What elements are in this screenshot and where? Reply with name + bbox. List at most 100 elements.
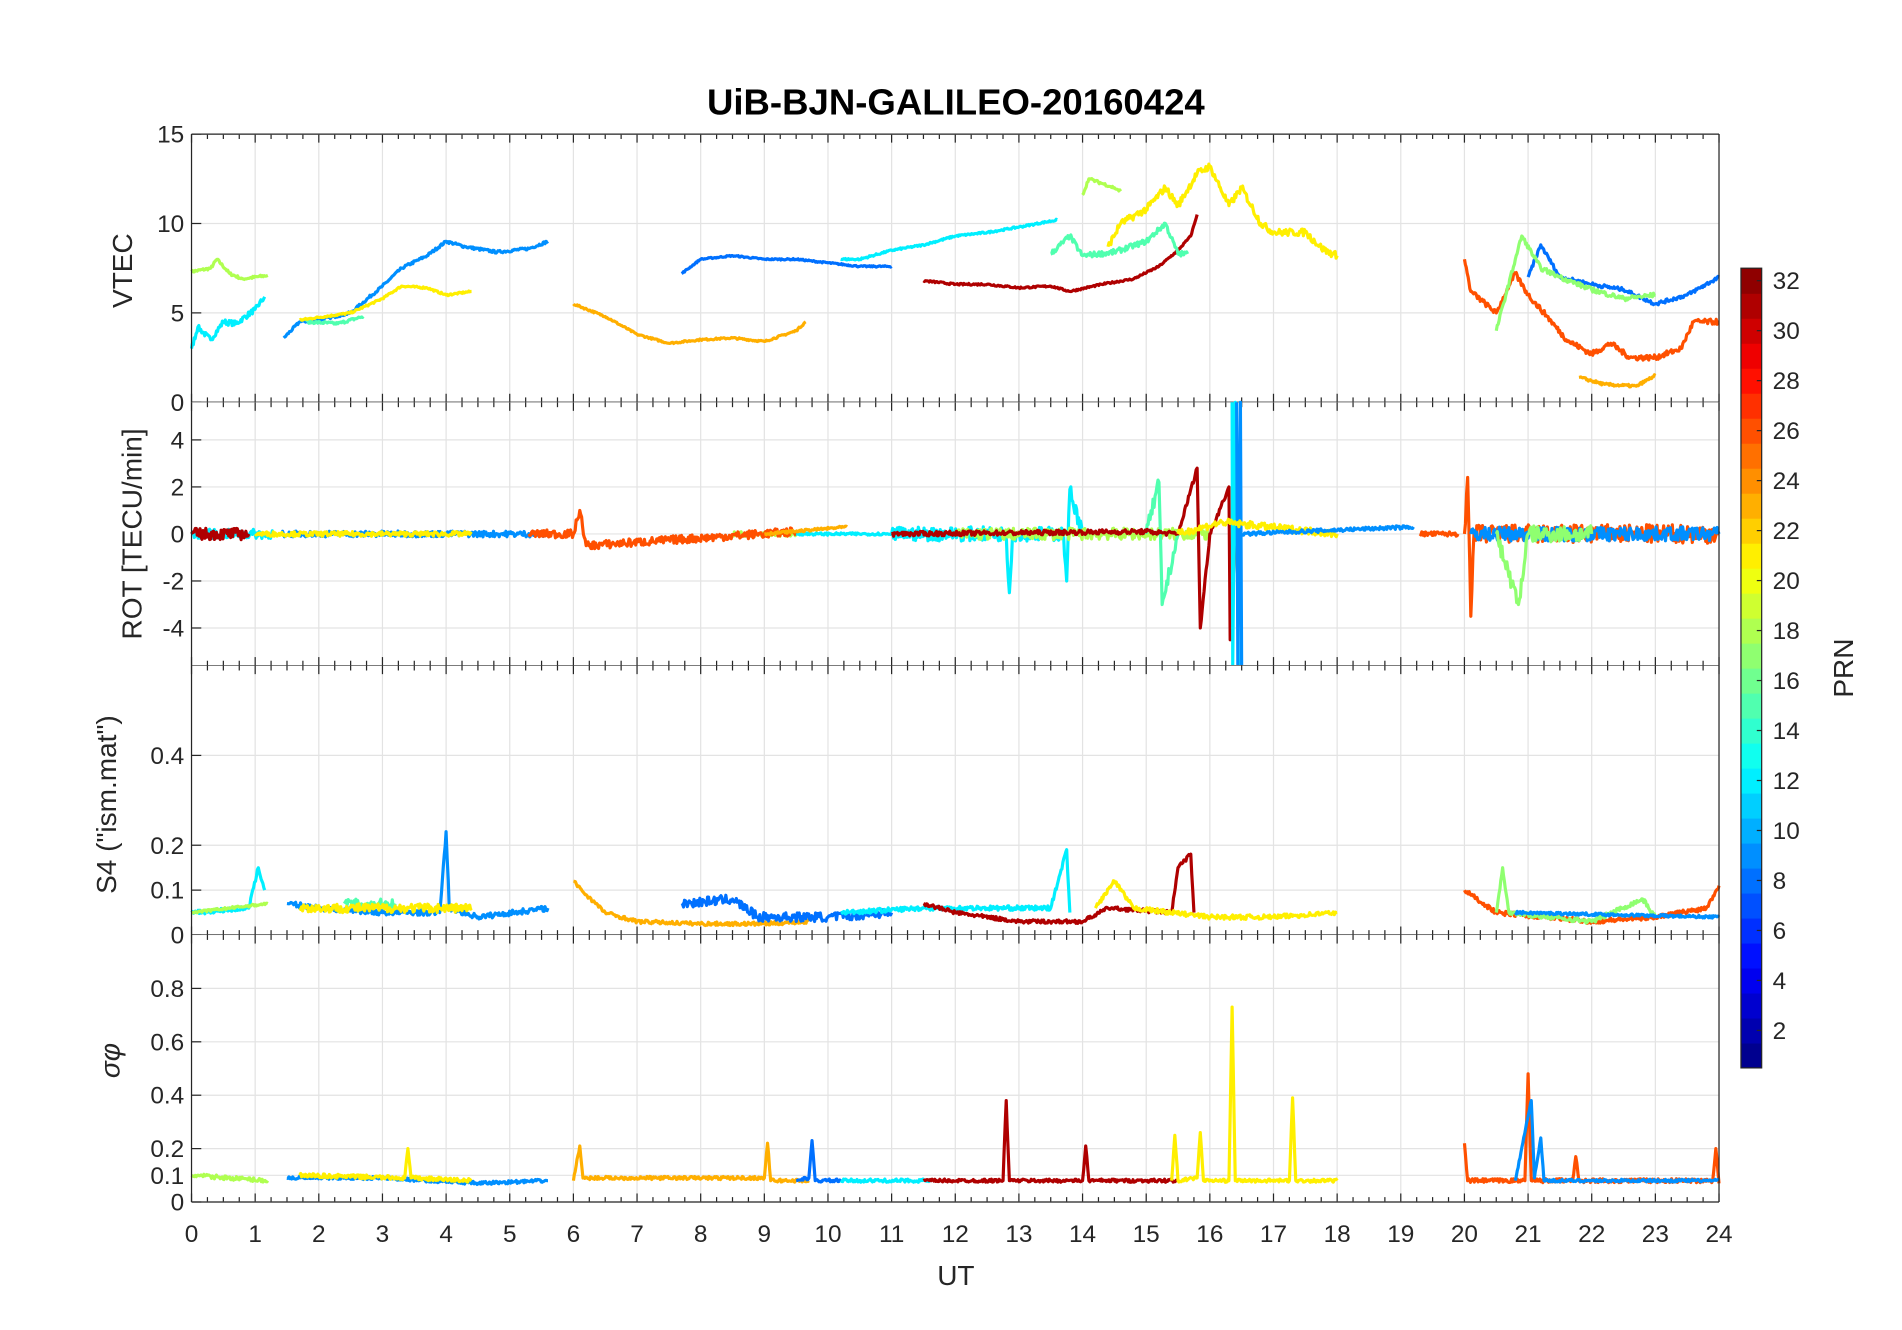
x-tick-label: 18 <box>1324 1221 1351 1248</box>
colorbar-swatch <box>1740 518 1762 544</box>
trace-prn-9 <box>1514 909 1721 920</box>
trace-prn-31 <box>922 1098 1179 1184</box>
y-label-s4: S4 ("ism.mat") <box>91 715 122 894</box>
trace-prn-23 <box>571 1141 810 1184</box>
x-tick-label: 3 <box>376 1221 390 1248</box>
x-tick-label: 21 <box>1515 1221 1542 1248</box>
x-tick-label: 16 <box>1196 1221 1223 1248</box>
y-tick-label: 0 <box>171 390 185 417</box>
trace-prn-8 <box>680 253 893 275</box>
colorbar-tick-label: 20 <box>1773 568 1800 595</box>
colorbar-swatch <box>1740 967 1762 994</box>
colorbar-swatch <box>1740 743 1762 769</box>
y-label-rot: ROT [TECU/min] <box>117 428 148 639</box>
trace-prn-9 <box>1235 400 1244 668</box>
colorbar-tick-label: 30 <box>1773 318 1800 345</box>
y-tick-label: 10 <box>157 211 184 238</box>
trace-prn-12 <box>189 296 267 349</box>
y-tick-label: 0 <box>171 521 185 548</box>
trace-prn-23 <box>572 879 811 928</box>
x-tick-label: 24 <box>1705 1221 1732 1248</box>
y-tick-label: -4 <box>163 616 185 643</box>
trace-prn-21 <box>298 1147 473 1184</box>
colorbar-tick-label: 2 <box>1773 1018 1787 1045</box>
x-tick-label: 4 <box>439 1221 453 1248</box>
x-tick-label: 15 <box>1133 1221 1160 1248</box>
x-tick-label: 11 <box>879 1221 904 1248</box>
trace-prn-31 <box>922 214 1199 294</box>
colorbar-swatch <box>1740 992 1762 1019</box>
x-tick-label: 7 <box>630 1221 644 1248</box>
trace-prn-15 <box>1144 478 1180 607</box>
trace-prn-12 <box>839 1177 931 1184</box>
trace-prn-23 <box>763 524 849 537</box>
trace-prn-21 <box>254 530 473 538</box>
colorbar-label: PRN <box>1828 638 1859 697</box>
colorbar-tick-label: 10 <box>1773 818 1800 845</box>
y-tick-label: 2 <box>171 474 185 501</box>
colorbar-frame <box>1740 267 1763 1069</box>
trace-prn-31 <box>190 526 251 542</box>
colorbar-swatch <box>1740 493 1762 519</box>
trace-prn-17 <box>1494 524 1594 607</box>
trace-prn-15 <box>304 315 365 326</box>
x-tick-label: 13 <box>1005 1221 1032 1248</box>
x-tick-label: 19 <box>1387 1221 1414 1248</box>
x-tick-label: 6 <box>567 1221 581 1248</box>
x-tick-label: 12 <box>942 1221 969 1248</box>
panel-rot: -4 -2 0 2 4 <box>163 400 1721 668</box>
colorbar-tick-label: 22 <box>1773 518 1800 545</box>
trace-prn-18 <box>190 1172 270 1184</box>
trace-prn-26 <box>1418 530 1460 538</box>
colorbar-swatch <box>1740 393 1762 419</box>
y-tick-label: 0.2 <box>150 833 184 860</box>
y-tick-label: 0.1 <box>150 878 184 905</box>
x-tick-label: 20 <box>1451 1221 1478 1248</box>
colorbar-swatch <box>1740 418 1762 444</box>
colorbar-swatch <box>1740 568 1762 594</box>
colorbar-swatch <box>1740 593 1762 619</box>
colorbar-swatch <box>1740 468 1762 494</box>
x-tick-label: 10 <box>814 1221 841 1248</box>
trace-prn-21 <box>298 284 473 322</box>
y-tick-label: 0 <box>171 923 185 950</box>
trace-prn-12 <box>840 217 1058 262</box>
colorbar-tick-label: 28 <box>1773 368 1800 395</box>
trace-prn-18 <box>190 257 269 282</box>
colorbar-swatch <box>1740 817 1762 844</box>
trace-prn-8 <box>680 893 894 924</box>
trace-prn-18 <box>190 901 269 915</box>
trace-prn-15 <box>1050 221 1190 259</box>
trace-prn-18 <box>1081 177 1123 196</box>
trace-prn-21 <box>1170 1005 1339 1184</box>
x-tick-label: 17 <box>1260 1221 1287 1248</box>
x-tick-label: 1 <box>248 1221 262 1248</box>
trace-prn-26 <box>527 508 798 551</box>
trace-prn-12 <box>795 531 893 537</box>
trace-prn-12 <box>840 848 1072 916</box>
colorbar-swatch <box>1740 268 1762 294</box>
y-tick-label: 0.2 <box>150 1136 184 1163</box>
trace-prn-21 <box>1106 162 1339 260</box>
trace-prn-9 <box>1240 524 1415 537</box>
colorbar-tick-label: 26 <box>1773 418 1800 445</box>
colorbar-swatch <box>1740 917 1762 944</box>
y-tick-label: -2 <box>163 569 185 596</box>
x-tick-label: 2 <box>312 1221 326 1248</box>
panel-sigphi: 00.10.2 0.4 0.6 0.8 <box>150 935 1721 1217</box>
trace-prn-9 <box>1469 525 1721 543</box>
y-tick-label: 0.4 <box>150 1083 184 1110</box>
y-label-vtec: VTEC <box>107 233 138 308</box>
x-tick-label: 22 <box>1578 1221 1605 1248</box>
colorbar-tick-label: 24 <box>1773 468 1800 495</box>
trace-prn-21 <box>298 902 473 915</box>
y-tick-label: 0.4 <box>150 743 184 770</box>
panel-vtec: 0 5 10 15 <box>157 122 1720 417</box>
trace-prn-17 <box>1494 234 1656 332</box>
y-tick-label: 0.1 <box>150 1163 184 1190</box>
colorbar-swatch <box>1740 1042 1762 1069</box>
y-tick-label: 4 <box>171 427 185 454</box>
x-axis-label: UT <box>937 1260 974 1291</box>
